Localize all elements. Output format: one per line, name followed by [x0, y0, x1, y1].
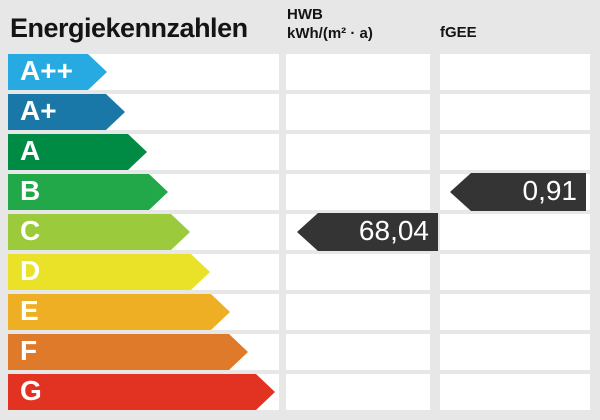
- rating-arrow-e: E: [8, 294, 230, 330]
- hwb-cell: [286, 334, 430, 370]
- rating-arrow-a: A: [8, 134, 147, 170]
- fgee-cell: [440, 294, 590, 330]
- fgee-cell: [440, 334, 590, 370]
- hwb-column-name: HWB: [287, 6, 323, 23]
- hwb-cell: [286, 254, 430, 290]
- rating-label: A+: [20, 95, 57, 126]
- rating-label: B: [20, 175, 41, 206]
- rating-arrow-ap: A+: [8, 94, 125, 130]
- hwb-value: 68,04: [358, 215, 429, 246]
- rating-label: A: [20, 135, 41, 166]
- hwb-column-unit: kWh/(m² · a): [287, 25, 373, 42]
- fgee-cell: [440, 214, 590, 250]
- rating-arrow-d: D: [8, 254, 210, 290]
- rating-label: D: [20, 255, 41, 286]
- fgee-value: 0,91: [522, 175, 578, 206]
- fgee-cell: [440, 374, 590, 410]
- hwb-cell: [286, 294, 430, 330]
- rating-arrow-app: A++: [8, 54, 107, 90]
- fgee-column-header: fGEE: [440, 24, 477, 41]
- hwb-cell: [286, 174, 430, 210]
- fgee-cell: [440, 134, 590, 170]
- fgee-value-badge: 0,91: [450, 173, 586, 211]
- fgee-cell: [440, 54, 590, 90]
- rating-label: C: [20, 215, 41, 246]
- hwb-column-header: HWB kWh/(m² · a): [287, 5, 373, 43]
- rating-label: F: [20, 335, 38, 366]
- hwb-cell: [286, 134, 430, 170]
- rating-label: E: [20, 295, 39, 326]
- rating-label: A++: [20, 55, 73, 86]
- hwb-cell: [286, 374, 430, 410]
- hwb-value-badge: 68,04: [297, 213, 438, 251]
- rating-arrow-c: C: [8, 214, 190, 250]
- page-title: Energiekennzahlen: [10, 13, 248, 43]
- hwb-cell: [286, 94, 430, 130]
- rating-arrow-g: G: [8, 374, 275, 410]
- rating-arrow-f: F: [8, 334, 248, 370]
- rating-arrow-b: B: [8, 174, 168, 210]
- fgee-cell: [440, 254, 590, 290]
- hwb-cell: [286, 54, 430, 90]
- fgee-cell: [440, 94, 590, 130]
- rating-label: G: [20, 375, 42, 406]
